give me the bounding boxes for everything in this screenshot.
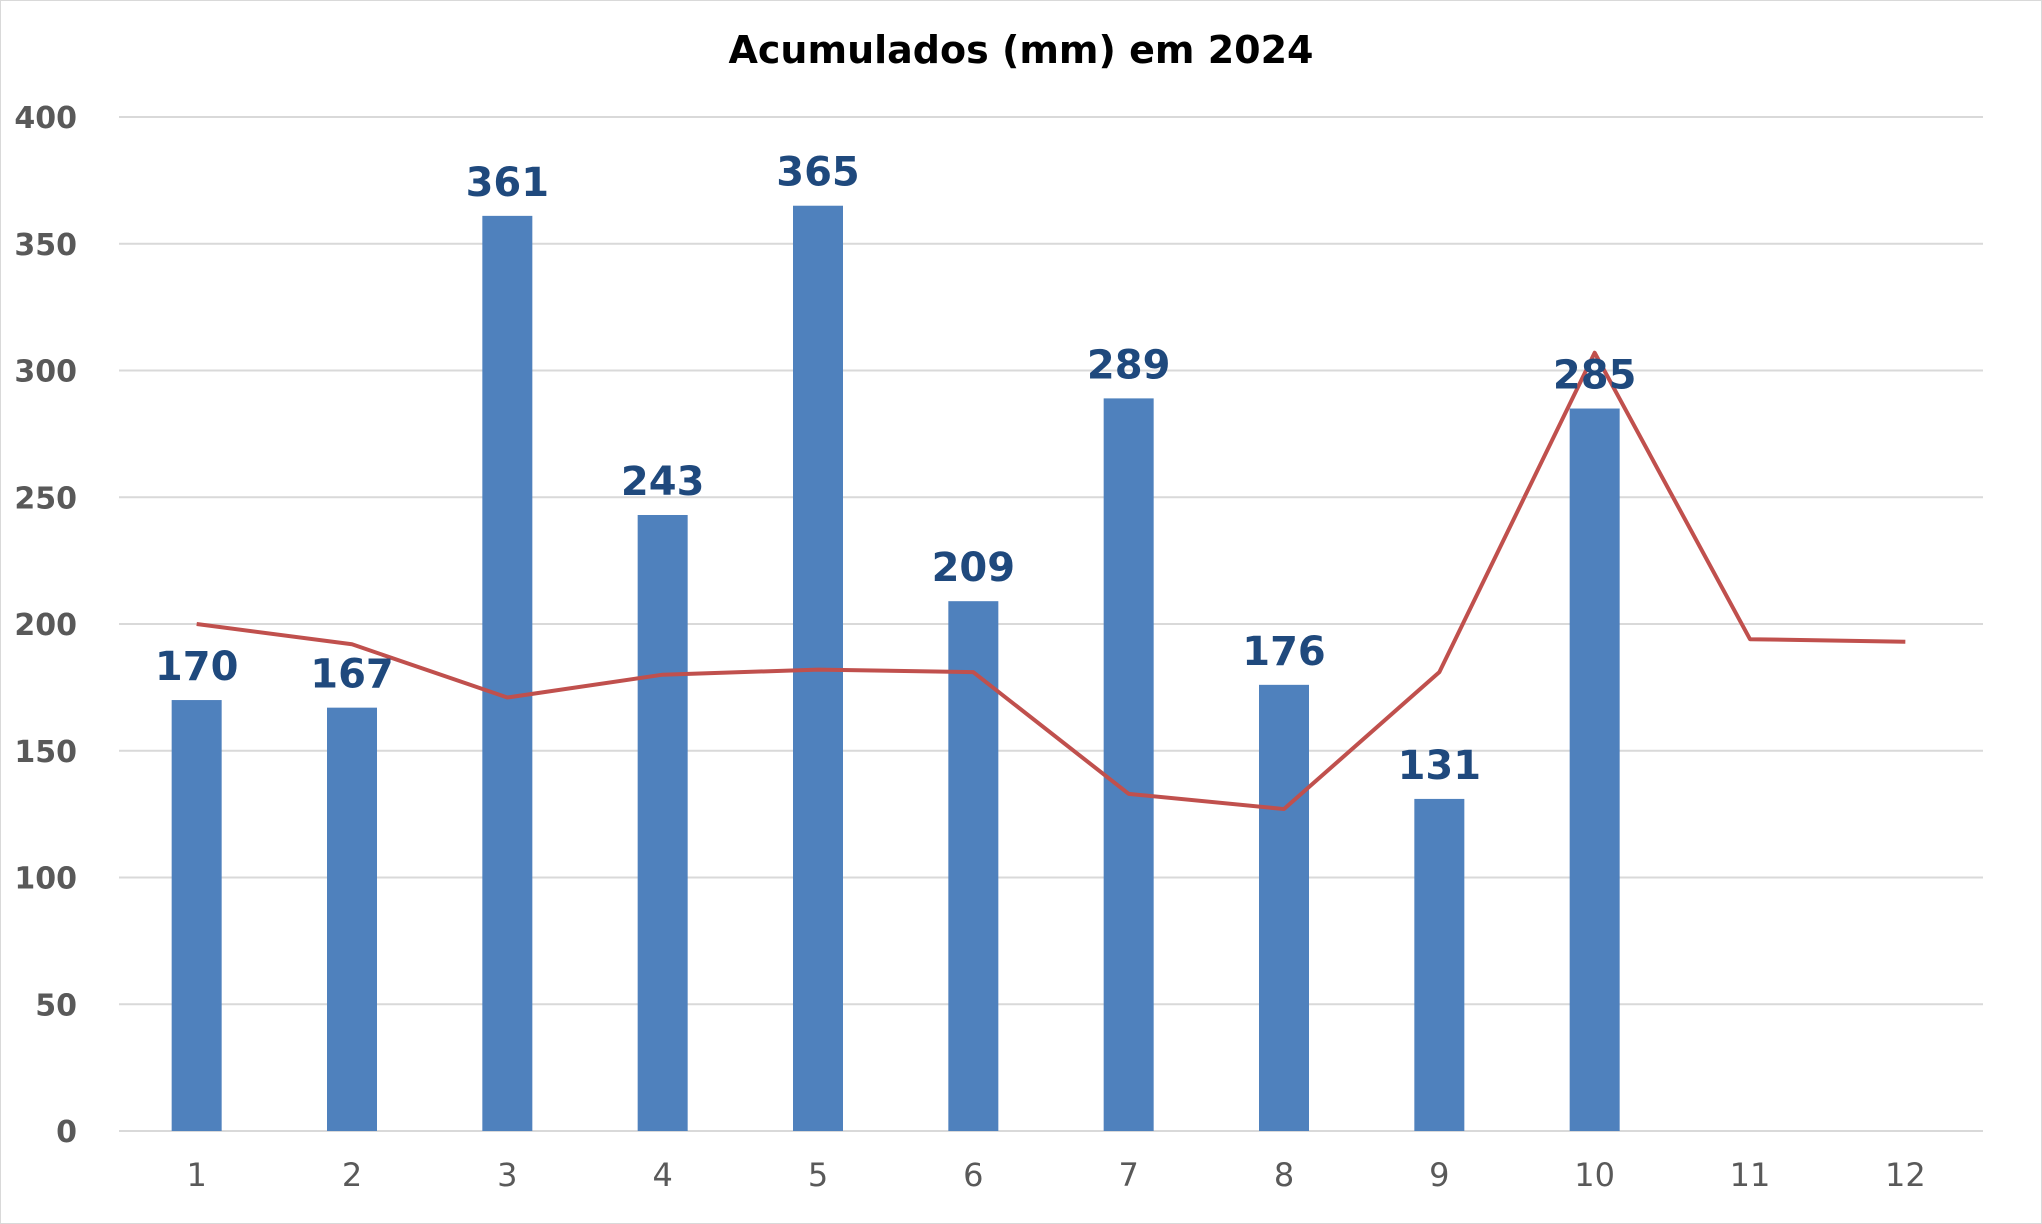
y-tick-label: 150 — [14, 735, 77, 770]
y-tick-label: 350 — [14, 228, 77, 263]
x-tick-label: 1 — [186, 1156, 206, 1194]
y-tick-label: 400 — [14, 101, 77, 136]
bar — [1259, 684, 1309, 1131]
x-tick-label: 4 — [652, 1156, 672, 1194]
x-tick-label: 7 — [1118, 1156, 1138, 1194]
bar — [1103, 398, 1154, 1131]
y-tick-label: 50 — [35, 988, 77, 1023]
data-label: 170 — [155, 644, 239, 690]
data-label: 243 — [621, 459, 705, 505]
y-tick-label: 200 — [14, 608, 77, 643]
y-tick-label: 300 — [14, 355, 77, 390]
bar — [171, 700, 222, 1131]
y-tick-label: 100 — [14, 862, 77, 897]
y-axis: 0 50 100 150 200 250 300 350 400 — [14, 101, 77, 1150]
x-tick-label: 6 — [963, 1156, 983, 1194]
y-tick-label: 250 — [14, 481, 77, 516]
bar — [482, 215, 533, 1132]
x-tick-label: 12 — [1885, 1156, 1926, 1194]
series-line — [196, 350, 1906, 812]
x-tick-label: 2 — [342, 1156, 362, 1194]
bar — [948, 601, 999, 1131]
bar — [1569, 408, 1620, 1131]
data-label: 167 — [310, 652, 394, 698]
bar-series — [171, 205, 1620, 1132]
data-label: 131 — [1398, 743, 1482, 789]
x-axis: 1 2 3 4 5 6 7 8 9 10 11 12 — [186, 1156, 1925, 1194]
x-tick-label: 10 — [1574, 1156, 1615, 1194]
data-label: 289 — [1087, 342, 1171, 388]
data-label: 176 — [1242, 629, 1326, 675]
y-tick-label: 0 — [56, 1115, 77, 1150]
data-label: 361 — [466, 160, 550, 206]
bar — [327, 707, 377, 1131]
gridlines — [119, 116, 1983, 1132]
data-label: 285 — [1553, 353, 1637, 399]
chart-title: Acumulados (mm) em 2024 — [729, 28, 1314, 72]
x-tick-label: 3 — [497, 1156, 517, 1194]
x-tick-label: 9 — [1429, 1156, 1449, 1194]
bar — [637, 514, 688, 1131]
x-tick-label: 5 — [808, 1156, 828, 1194]
line-series — [196, 350, 1906, 812]
data-labels: 170 167 361 243 365 209 289 176 131 285 — [155, 150, 1637, 789]
data-label: 209 — [932, 545, 1016, 591]
x-tick-label: 8 — [1274, 1156, 1294, 1194]
data-label: 365 — [776, 150, 860, 196]
x-tick-label: 11 — [1730, 1156, 1771, 1194]
bar — [1414, 798, 1465, 1131]
